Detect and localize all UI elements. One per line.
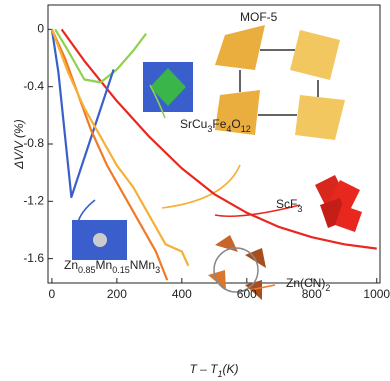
structure-zncn2 (208, 235, 266, 300)
series-label-part: 3 (297, 204, 302, 214)
x-axis-label: T – T1(K) (189, 362, 238, 379)
series-label: SrCu3Fe4O12 (180, 117, 251, 134)
series-line (54, 28, 147, 84)
series-label-part: 4 (226, 124, 231, 134)
y-tick-label: -1.6 (23, 251, 44, 265)
series-label-part: 0.15 (112, 265, 130, 275)
series-label-part: 2 (325, 283, 330, 293)
series-label-part: Zn(CN) (286, 276, 325, 290)
structure-scf3 (315, 175, 362, 232)
x-axis-label-part: 1 (218, 369, 223, 379)
series-label-part: O (231, 117, 240, 131)
series-label: Zn0.85Mn0.15NMn3 (64, 258, 160, 275)
series-label-part: 3 (155, 265, 160, 275)
series-label-part: 0.85 (78, 265, 96, 275)
series-label: MOF-5 (240, 10, 278, 24)
x-tick-label: 1000 (363, 287, 390, 301)
y-tick-label: -0.4 (23, 79, 44, 93)
x-axis-label-part: T – T (189, 362, 219, 376)
y-tick-label: -0.8 (23, 136, 44, 150)
series-label-part: Mn (96, 258, 113, 272)
x-tick-label: 600 (237, 287, 257, 301)
series-label-part: NMn (130, 258, 155, 272)
series-line (60, 28, 377, 250)
x-axis-label-part: (K) (223, 362, 239, 376)
series-label: Zn(CN)2 (286, 276, 330, 293)
series-label: ScF3 (276, 197, 302, 214)
series-label-part: 12 (241, 124, 251, 134)
x-tick-label: 400 (172, 287, 192, 301)
y-axis-label: ΔV/V (%) (12, 119, 26, 169)
x-tick-label: 200 (107, 287, 127, 301)
structure-mof5 (215, 25, 345, 140)
x-tick-label: 0 (49, 287, 56, 301)
series-line (50, 28, 190, 267)
series-label-part: Zn (64, 258, 78, 272)
series-line (50, 28, 169, 281)
series-label-part: SrCu (180, 117, 207, 131)
series-label-part: ScF (276, 197, 297, 211)
series-label-part: MOF-5 (240, 10, 278, 24)
y-tick-label: 0 (37, 22, 44, 36)
series-label-part: Fe (212, 117, 226, 131)
series-label-part: 3 (207, 124, 212, 134)
x-tick-label: 800 (302, 287, 322, 301)
y-tick-label: -1.2 (23, 193, 44, 207)
structure-znmnn (72, 220, 127, 260)
